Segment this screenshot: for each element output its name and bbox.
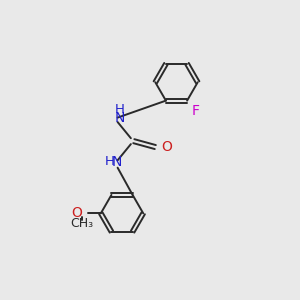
Text: F: F [191,103,200,118]
Text: H: H [104,155,114,168]
Text: N: N [112,155,122,169]
Text: CH₃: CH₃ [71,217,94,230]
Text: O: O [71,206,82,220]
Text: O: O [161,140,172,154]
Text: N: N [115,111,125,124]
Text: H: H [115,103,124,116]
